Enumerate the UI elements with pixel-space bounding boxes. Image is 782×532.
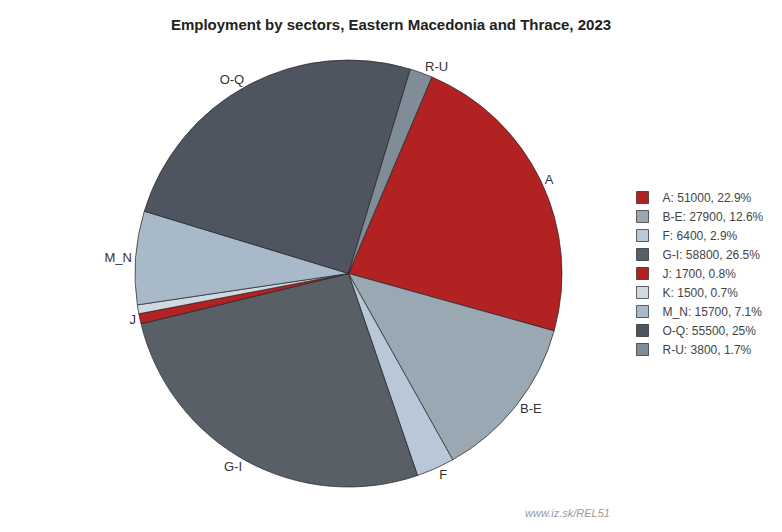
svg-text:K: 1500, 0.7%: K: 1500, 0.7% [663, 286, 739, 300]
svg-text:O-Q: 55500, 25%: O-Q: 55500, 25% [663, 324, 757, 338]
svg-text:www.iz.sk/REL51: www.iz.sk/REL51 [525, 507, 610, 519]
svg-text:M_N: 15700, 7.1%: M_N: 15700, 7.1% [663, 305, 763, 319]
svg-text:R-U: R-U [425, 59, 448, 74]
svg-text:B-E: B-E [520, 401, 542, 416]
svg-text:Employment by sectors, Eastern: Employment by sectors, Eastern Macedonia… [171, 16, 611, 33]
svg-text:A: 51000, 22.9%: A: 51000, 22.9% [663, 191, 752, 205]
svg-text:M_N: M_N [104, 250, 131, 265]
svg-text:A: A [545, 172, 554, 187]
svg-text:O-Q: O-Q [220, 72, 245, 87]
svg-text:J: J [130, 312, 137, 327]
svg-text:G-I: G-I [224, 459, 242, 474]
svg-text:G-I: 58800, 26.5%: G-I: 58800, 26.5% [663, 248, 761, 262]
svg-text:F: 6400, 2.9%: F: 6400, 2.9% [663, 229, 738, 243]
svg-text:B-E: 27900, 12.6%: B-E: 27900, 12.6% [663, 210, 764, 224]
svg-text:J: 1700, 0.8%: J: 1700, 0.8% [663, 267, 737, 281]
svg-text:F: F [439, 467, 447, 482]
svg-text:R-U: 3800, 1.7%: R-U: 3800, 1.7% [663, 343, 752, 357]
